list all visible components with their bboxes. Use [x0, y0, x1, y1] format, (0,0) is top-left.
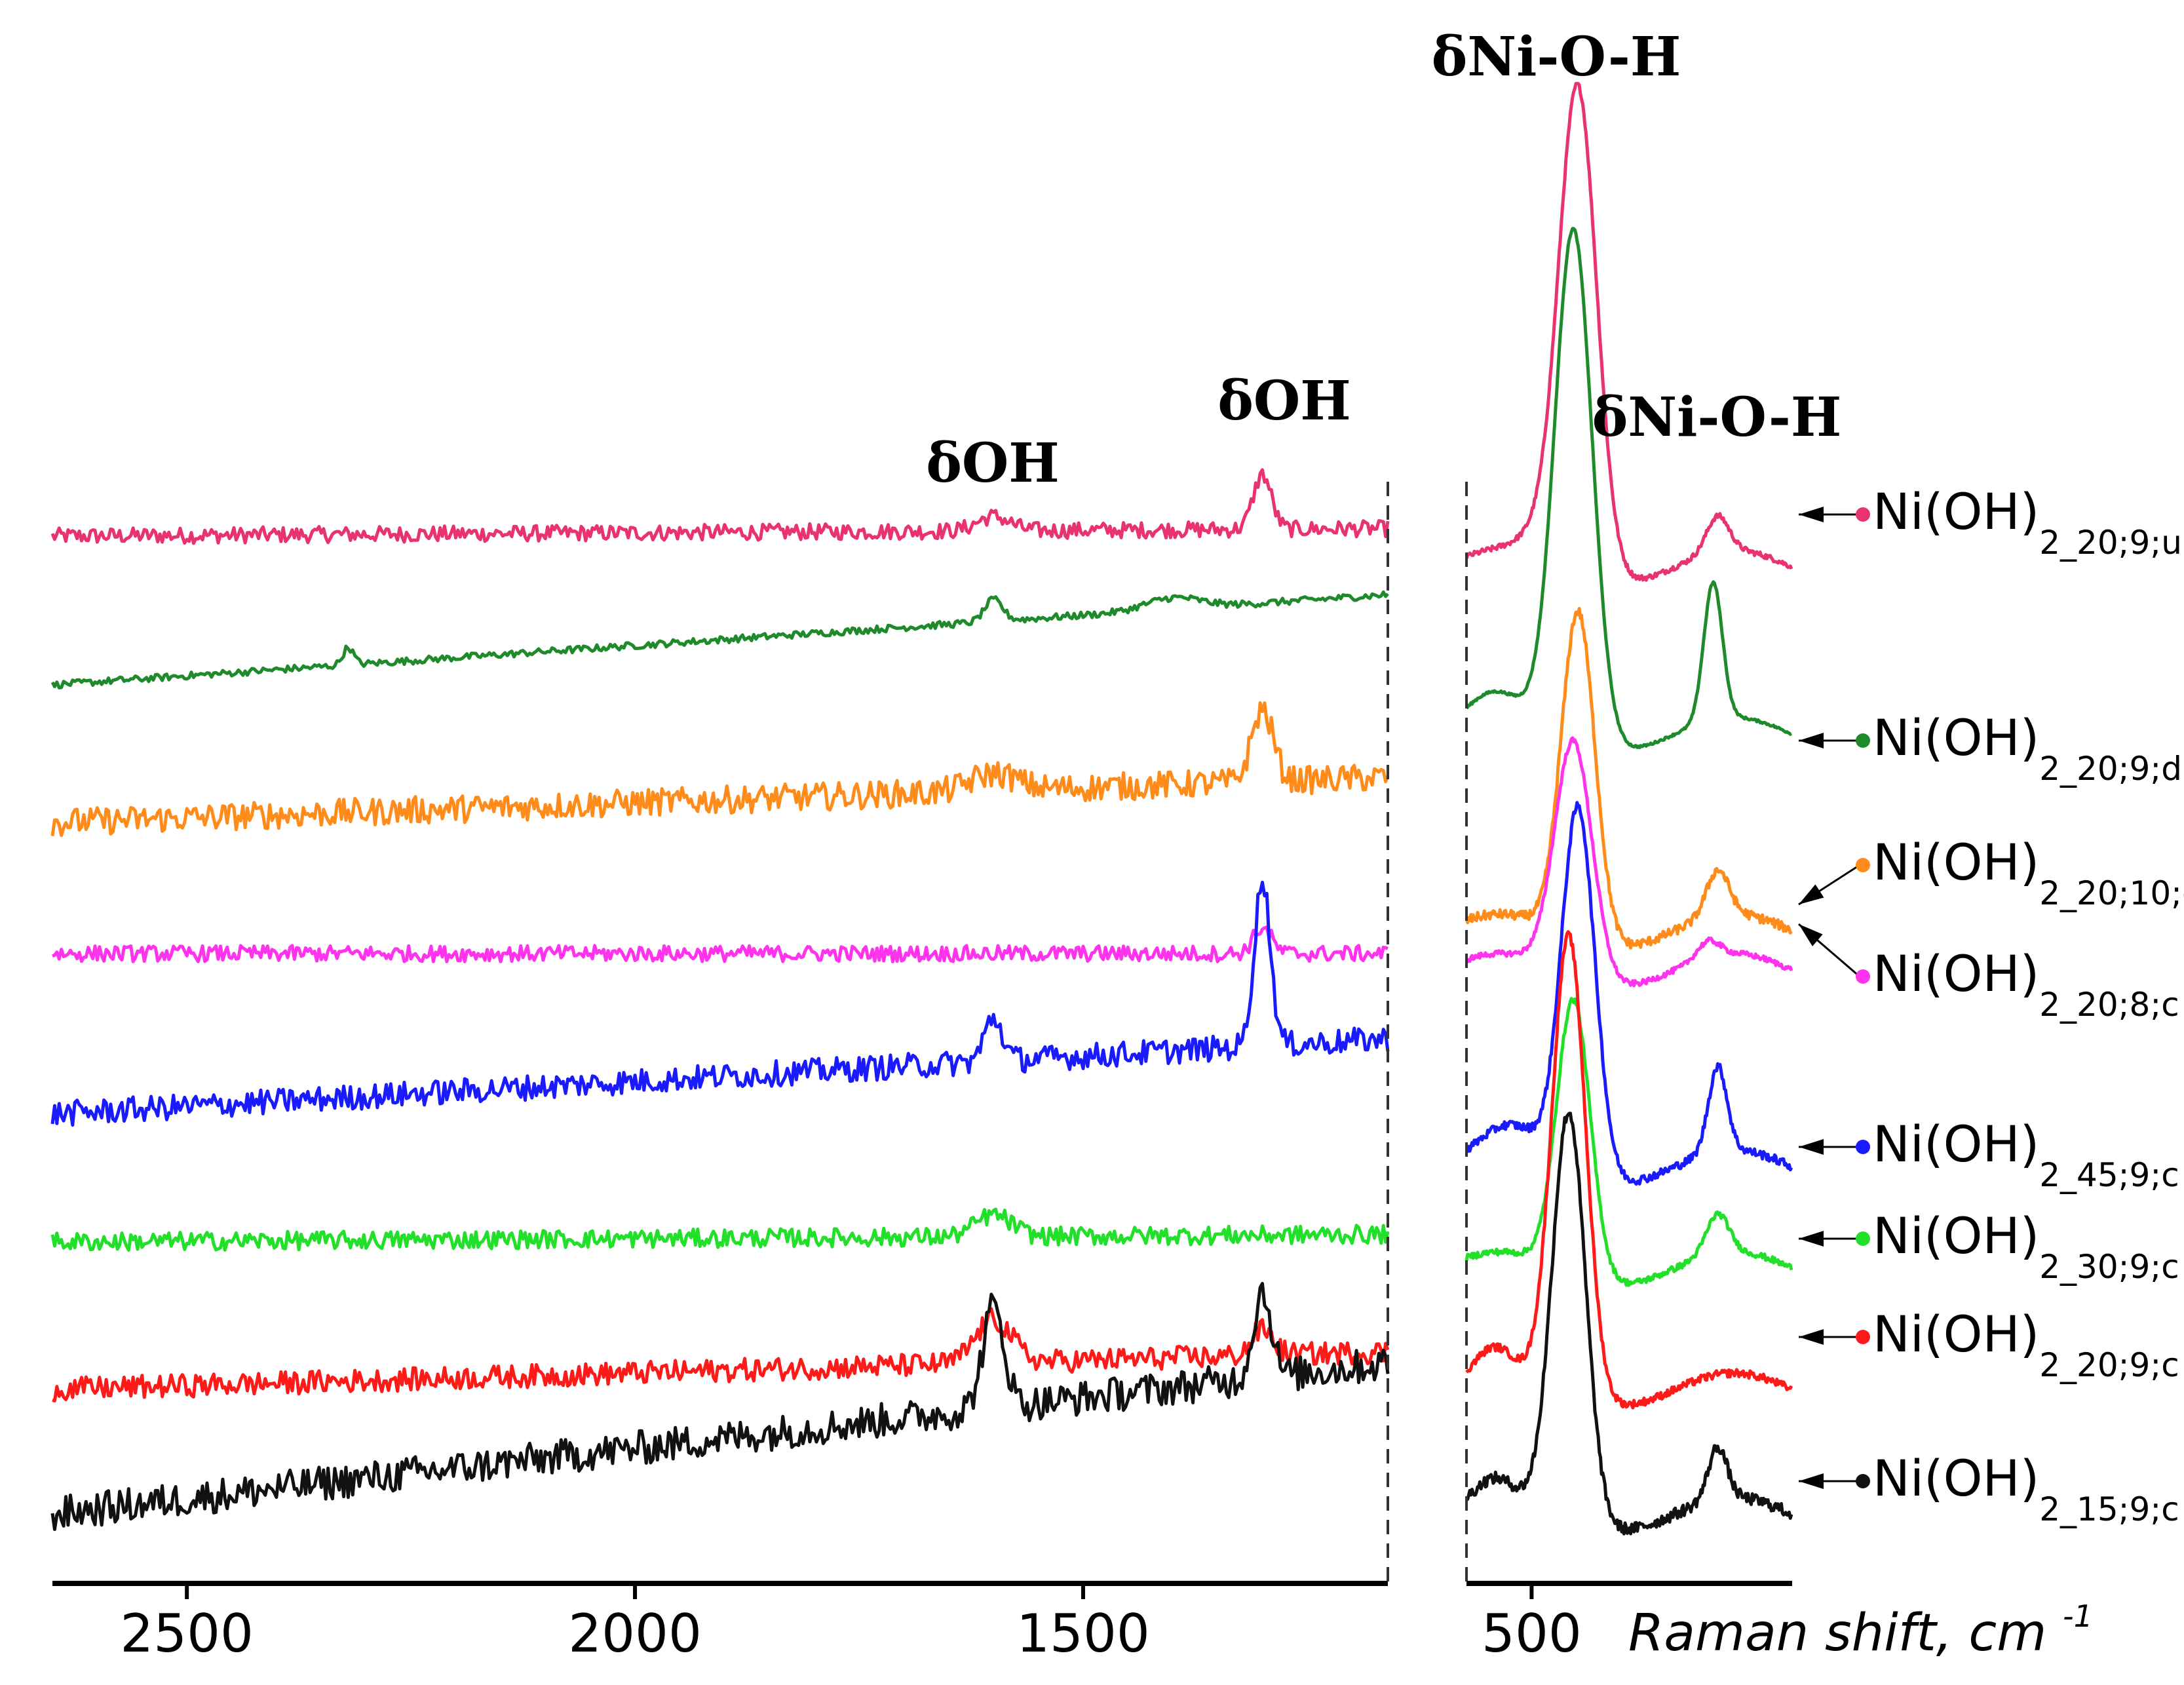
legend-marker: [1856, 1474, 1870, 1488]
legend-entry: Ni(OH)2_20;9;c: [1799, 1305, 2179, 1384]
spectrum-left-2-20-10-c: [50, 701, 1390, 838]
legend-label: Ni(OH)2_45;9;c: [1873, 1115, 2179, 1194]
legend-label: Ni(OH)2_30;9;c: [1873, 1207, 2179, 1286]
legend-label-sub: 2_20;9;c: [2039, 1346, 2179, 1384]
legend-arrow-head: [1799, 507, 1824, 522]
spectrum-right-2-20-8-c: [1465, 736, 1793, 988]
x-tick-label: 500: [1482, 1603, 1582, 1664]
spectrum-left-2-20-8-c: [52, 925, 1389, 963]
legend-label-sub: 2_20;9;u: [2039, 524, 2182, 562]
legend-arrow-head: [1799, 884, 1824, 904]
legend-arrow-head: [1799, 1231, 1824, 1247]
legend-label: Ni(OH)2_20;10;c: [1873, 833, 2184, 912]
x-axis-title-superscript: -1: [2063, 1598, 2093, 1634]
x-tick-label: 2000: [568, 1603, 702, 1664]
legend-label-sub: 2_15;9;c: [2039, 1490, 2179, 1528]
spectrum-left-2-30-9-c: [50, 1207, 1390, 1252]
legend-label: Ni(OH)2_20;9;c: [1873, 1305, 2179, 1384]
spectra-traces: [50, 82, 1793, 1536]
legend-marker: [1856, 1330, 1870, 1344]
legend-entry: Ni(OH)2_20;8;c: [1798, 923, 2179, 1024]
legend-entry: Ni(OH)2_45;9;c: [1799, 1115, 2179, 1194]
spectrum-left-2-45-9-c: [50, 880, 1390, 1127]
legend-label-main: Ni(OH): [1873, 1449, 2039, 1507]
legend-label-main: Ni(OH): [1873, 1305, 2039, 1363]
legend-label-main: Ni(OH): [1873, 1207, 2039, 1265]
peak-label: δOH: [926, 432, 1060, 495]
peak-label: δNi-O-H: [1432, 26, 1681, 88]
legend-arrow-head: [1799, 733, 1824, 748]
legend-entry: Ni(OH)2_15;9;c: [1799, 1449, 2179, 1528]
legend-arrow-head: [1799, 1139, 1824, 1155]
legend-arrow-head: [1799, 1473, 1824, 1489]
spectrum-right-2-20-10-c: [1465, 607, 1793, 950]
spectrum-right-2-20-9-d: [1465, 227, 1792, 750]
spectrum-left-2-20-9-d: [50, 590, 1389, 689]
legend-label: Ni(OH)2_20;9;u: [1873, 482, 2182, 562]
legend-label-main: Ni(OH): [1873, 482, 2039, 541]
legend-arrow-head: [1799, 924, 1823, 946]
x-tick-label: 1500: [1016, 1603, 1150, 1664]
legend-label: Ni(OH)2_15;9;c: [1873, 1449, 2179, 1528]
legend-marker: [1856, 507, 1870, 522]
legend-marker: [1856, 969, 1870, 984]
spectrum-left-2-20-9-u: [50, 468, 1390, 545]
legend-label-sub: 2_45;9;c: [2039, 1156, 2179, 1194]
peak-labels: δOH δOH δNi-O-H δNi-O-H: [926, 26, 1841, 495]
legend-label-main: Ni(OH): [1873, 833, 2039, 891]
legend-marker: [1856, 1231, 1870, 1246]
x-axis-title-text: Raman shift, cm: [1628, 1604, 2046, 1663]
x-axis-ticks: 2500 2000 1500 500: [120, 1583, 1582, 1664]
peak-label: δOH: [1217, 370, 1351, 433]
peak-label: δNi-O-H: [1592, 386, 1842, 449]
legend-entry: Ni(OH)2_20;10;c: [1798, 833, 2184, 912]
spectrum-left-2-20-9-c: [52, 1307, 1390, 1403]
spectrum-right-2-20-9-c: [1465, 930, 1793, 1410]
spectrum-right-2-45-9-c: [1465, 801, 1793, 1186]
legend-marker: [1856, 1140, 1870, 1154]
legend-label-main: Ni(OH): [1873, 944, 2039, 1003]
legend-marker: [1856, 733, 1870, 748]
legend-label-sub: 2_20;9;d: [2039, 750, 2182, 788]
legend-label: Ni(OH)2_20;8;c: [1873, 944, 2179, 1024]
legend-label-sub: 2_20;8;c: [2039, 986, 2179, 1024]
spectrum-right-2-20-9-u: [1465, 82, 1793, 582]
legend-label-main: Ni(OH): [1873, 1115, 2039, 1173]
spectrum-left-2-15-9-c: [50, 1281, 1390, 1531]
legend-arrow-head: [1799, 1329, 1824, 1345]
legend-marker: [1856, 858, 1870, 872]
legend-label-sub: 2_20;10;c: [2039, 874, 2184, 912]
legend-entry: Ni(OH)2_20;9;d: [1799, 708, 2182, 788]
legend-label-sub: 2_30;9;c: [2039, 1248, 2179, 1286]
x-axis-title: Raman shift, cm -1: [1628, 1598, 2093, 1663]
legend-label-main: Ni(OH): [1873, 708, 2039, 767]
spectrum-right-2-30-9-c: [1465, 997, 1793, 1287]
x-tick-label: 2500: [120, 1603, 254, 1664]
legend: Ni(OH)2_20;9;uNi(OH)2_20;9;dNi(OH)2_20;1…: [1798, 482, 2184, 1528]
spectrum-right-2-15-9-c: [1465, 1112, 1793, 1536]
legend-entry: Ni(OH)2_20;9;u: [1799, 482, 2182, 562]
legend-entry: Ni(OH)2_30;9;c: [1799, 1207, 2179, 1286]
legend-label: Ni(OH)2_20;9;d: [1873, 708, 2182, 788]
